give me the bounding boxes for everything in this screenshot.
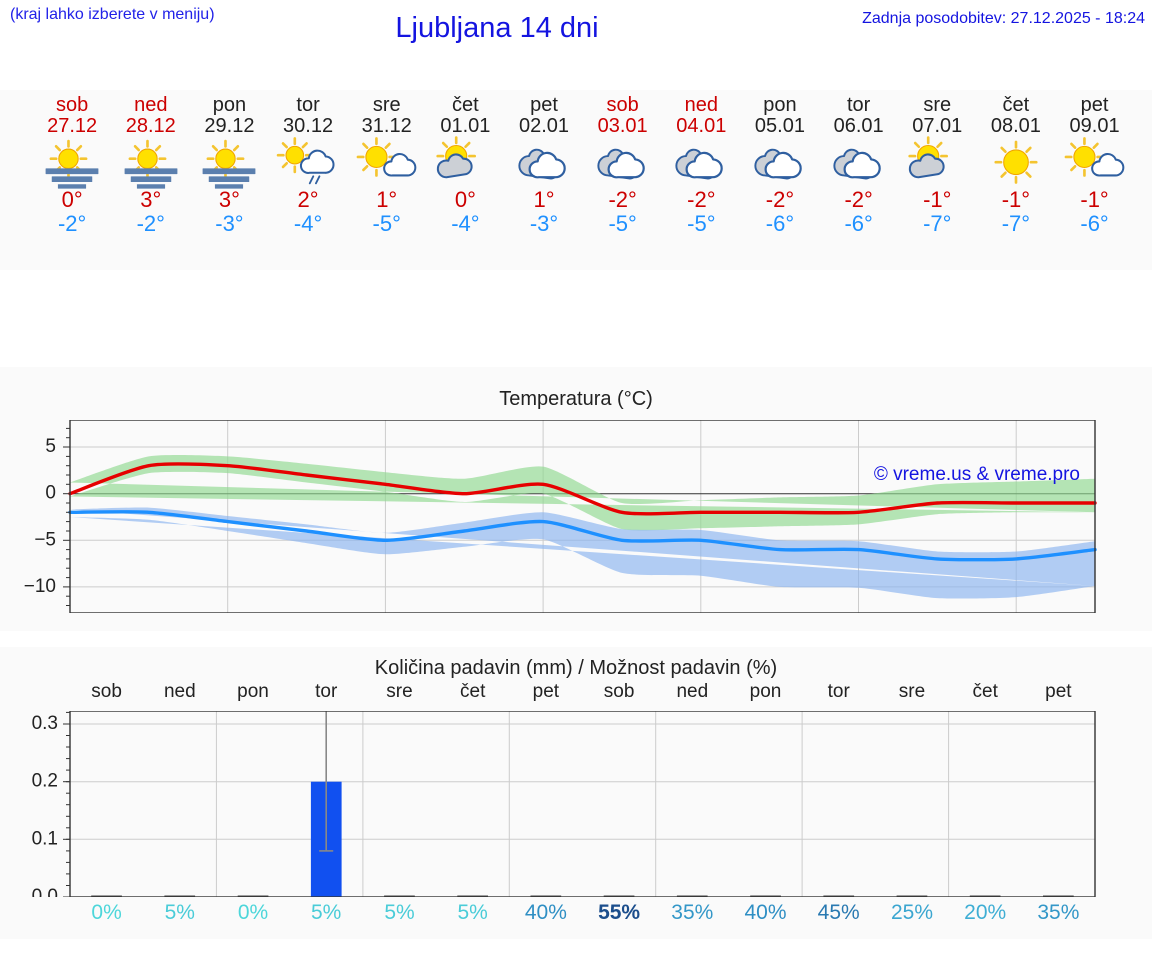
svg-text:0.3: 0.3 [32,713,58,734]
svg-text:0: 0 [45,483,56,504]
svg-text:0.2: 0.2 [32,771,58,792]
svg-text:© vreme.us & vreme.pro: © vreme.us & vreme.pro [874,464,1080,485]
svg-text:−10: −10 [24,576,56,597]
svg-text:−5: −5 [34,529,56,550]
svg-text:0.1: 0.1 [32,828,58,849]
svg-text:5: 5 [45,436,56,457]
svg-text:0.0: 0.0 [32,886,58,897]
